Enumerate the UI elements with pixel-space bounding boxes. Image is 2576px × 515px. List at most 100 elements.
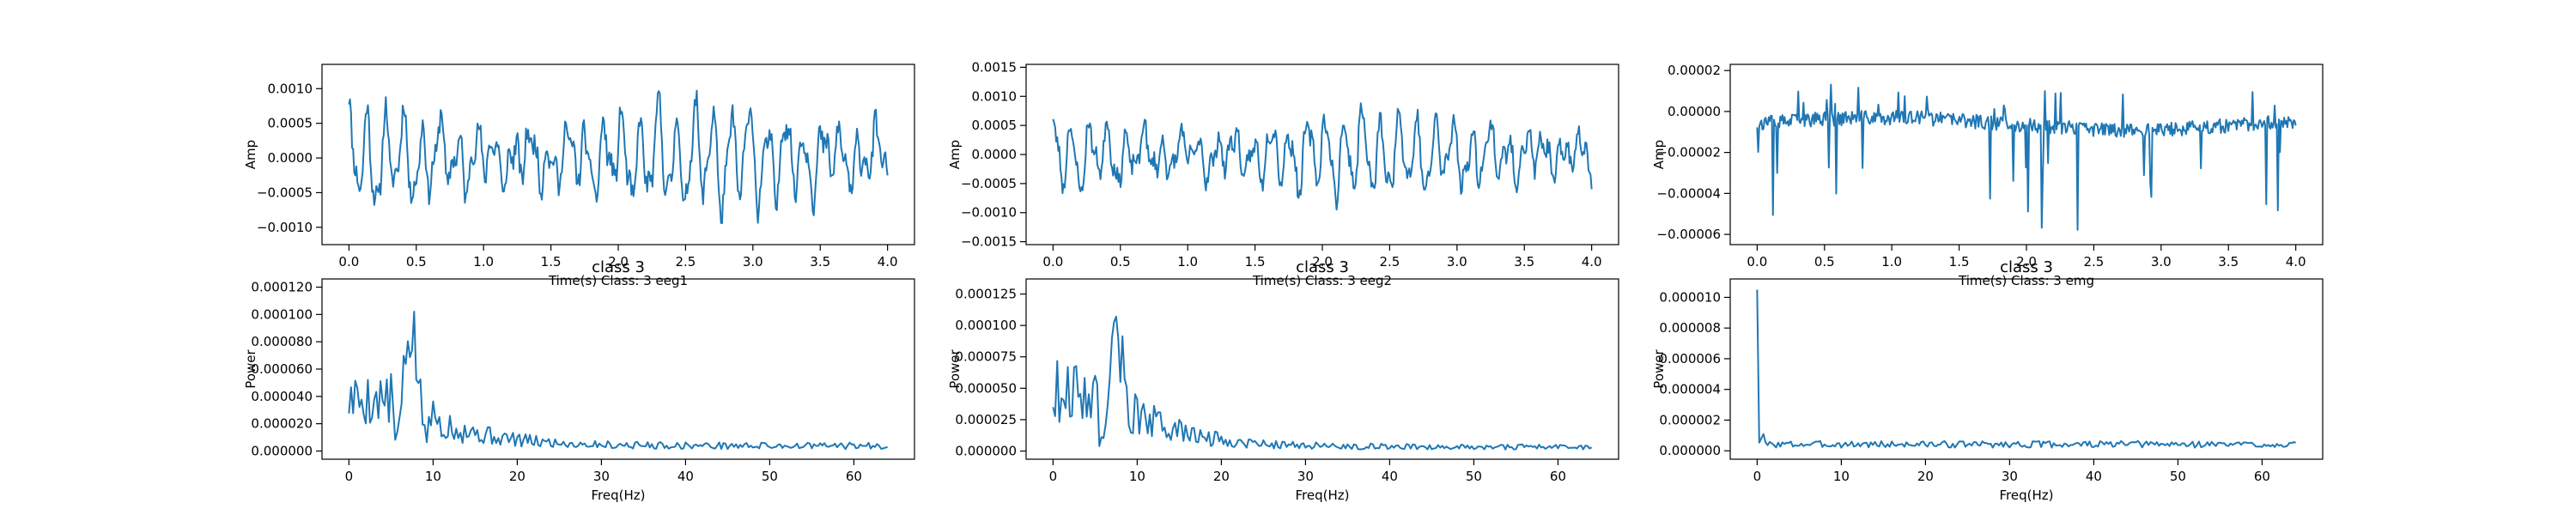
axes-frame xyxy=(1729,278,2324,460)
x-tick-label: 60 xyxy=(846,469,862,484)
series-line xyxy=(1052,102,1593,211)
y-tick-label: 0.0010 xyxy=(268,81,313,96)
x-tick-label: 40 xyxy=(2086,469,2102,484)
x-tick-label: 60 xyxy=(1550,469,1566,484)
y-axis-label: Power xyxy=(947,348,963,388)
x-axis-label: Freq(Hz) xyxy=(1296,488,1350,503)
y-tick-label: 0.0015 xyxy=(972,59,1018,75)
x-tick-label: 2.5 xyxy=(2083,254,2104,270)
y-tick-label: 0.0010 xyxy=(972,88,1018,104)
y-tick-label: −0.0005 xyxy=(257,185,313,200)
series-line xyxy=(348,89,889,224)
x-tick-label: 2.5 xyxy=(1379,254,1400,270)
series-line xyxy=(1756,83,2297,231)
y-axis-label: Power xyxy=(243,348,258,388)
y-tick-label: 0.000100 xyxy=(955,318,1017,333)
series-line xyxy=(1052,315,1593,451)
x-tick-label: 0.0 xyxy=(338,254,359,270)
y-tick-label: −0.0005 xyxy=(961,176,1017,191)
subplot-3: 0.0 0.5 1.0 1.5 2.0 2.5 3.0 3.5 4.0 −0.00006 −0.00… xyxy=(1651,63,2324,288)
y-tick-label: −0.0010 xyxy=(961,205,1017,221)
x-tick-label: 50 xyxy=(2170,469,2186,484)
y-tick-label: 0.000040 xyxy=(251,389,313,404)
x-tick-label: 30 xyxy=(2002,469,2018,484)
x-tick-label: 0.5 xyxy=(1814,254,1835,270)
x-tick-label: 60 xyxy=(2254,469,2270,484)
x-tick-label: 40 xyxy=(677,469,694,484)
x-tick-label: 1.5 xyxy=(1949,254,1970,270)
x-tick-label: 10 xyxy=(425,469,441,484)
x-tick-label: 3.5 xyxy=(2218,254,2239,270)
x-tick-label: 4.0 xyxy=(1582,254,1602,270)
y-tick-label: 0.000050 xyxy=(955,380,1017,396)
y-tick-label: 0.00000 xyxy=(1668,104,1721,119)
x-tick-label: 0.0 xyxy=(1747,254,1767,270)
y-tick-label: 0.0000 xyxy=(972,147,1018,162)
y-tick-label: −0.00004 xyxy=(1656,185,1721,201)
x-tick-label: 0.5 xyxy=(1110,254,1131,270)
y-tick-label: 0.000000 xyxy=(955,443,1017,458)
y-tick-label: 0.00002 xyxy=(1668,63,1721,78)
y-tick-label: 0.000004 xyxy=(1659,382,1721,397)
y-tick-label: 0.000020 xyxy=(251,416,313,432)
y-tick-label: 0.0005 xyxy=(268,116,313,131)
x-tick-label: 1.0 xyxy=(1177,254,1198,270)
x-tick-label: 0.0 xyxy=(1042,254,1063,270)
series-line xyxy=(1756,289,2296,449)
y-tick-label: −0.00006 xyxy=(1656,227,1721,242)
x-tick-label: 10 xyxy=(1833,469,1850,484)
x-tick-label: 3.0 xyxy=(743,254,763,270)
y-tick-label: 0.000025 xyxy=(955,412,1017,427)
subplot-5: 0 10 20 30 40 50 60 0.000000 0.000025 0.000050 0.0… xyxy=(947,258,1619,503)
x-tick-label: 1.5 xyxy=(1245,254,1266,270)
y-tick-label: 0.000010 xyxy=(1659,289,1721,305)
x-tick-label: 20 xyxy=(509,469,526,484)
x-tick-label: 30 xyxy=(1297,469,1314,484)
x-tick-label: 3.5 xyxy=(810,254,830,270)
x-tick-label: 20 xyxy=(1213,469,1230,484)
series-line xyxy=(348,311,888,451)
x-tick-label: 50 xyxy=(1466,469,1482,484)
y-tick-label: 0.000120 xyxy=(251,280,313,295)
y-axis-label: Amp xyxy=(947,140,963,169)
x-axis-label: Time(s) Class: 3 emg xyxy=(1958,273,2094,288)
x-tick-label: 3.0 xyxy=(1447,254,1467,270)
subplot-4: 0 10 20 30 40 50 60 0.000000 0.000020 0.000040 0.0… xyxy=(243,258,915,503)
y-tick-label: 0.000060 xyxy=(251,361,313,377)
y-tick-label: 0.0005 xyxy=(972,118,1018,133)
x-tick-label: 1.0 xyxy=(473,254,494,270)
x-tick-label: 40 xyxy=(1382,469,1398,484)
y-tick-label: 0.000100 xyxy=(251,306,313,322)
x-tick-label: 10 xyxy=(1129,469,1145,484)
subplot-1: 0.0 0.5 1.0 1.5 2.0 2.5 3.0 3.5 4.0 −0.0010 −0.000… xyxy=(243,64,915,288)
x-tick-label: 0 xyxy=(1049,469,1058,484)
subplot-6: 0 10 20 30 40 50 60 0.000000 0.000002 0.000004 0.0… xyxy=(1651,258,2324,503)
y-tick-label: 0.0000 xyxy=(268,150,313,166)
y-tick-label: 0.000006 xyxy=(1659,351,1721,367)
x-tick-label: 4.0 xyxy=(878,254,898,270)
x-tick-label: 50 xyxy=(762,469,778,484)
x-tick-label: 0 xyxy=(1753,469,1762,484)
x-tick-label: 1.0 xyxy=(1881,254,1902,270)
y-tick-label: 0.000075 xyxy=(955,349,1017,365)
y-tick-label: 0.000125 xyxy=(955,287,1017,302)
y-tick-label: 0.000080 xyxy=(251,334,313,349)
subplot-title: class 3 xyxy=(2000,258,2053,276)
x-tick-label: 4.0 xyxy=(2286,254,2306,270)
x-tick-label: 2.0 xyxy=(1312,254,1333,270)
x-tick-label: 2.0 xyxy=(608,254,629,270)
y-tick-label: −0.0010 xyxy=(257,220,313,235)
x-tick-label: 20 xyxy=(1917,469,1934,484)
x-tick-label: 0 xyxy=(345,469,354,484)
x-tick-label: 3.5 xyxy=(1514,254,1534,270)
x-axis-label: Time(s) Class: 3 eeg1 xyxy=(548,273,688,288)
x-tick-label: 3.0 xyxy=(2151,254,2172,270)
subplot-grid: 0.0 0.5 1.0 1.5 2.0 2.5 3.0 3.5 4.0 −0.0010 −0.000… xyxy=(243,59,2324,503)
y-tick-label: 0.000000 xyxy=(1659,443,1721,458)
x-tick-label: 2.5 xyxy=(675,254,696,270)
y-tick-label: 0.000002 xyxy=(1659,412,1721,427)
subplot-title: class 3 xyxy=(1296,258,1349,276)
x-tick-label: 1.5 xyxy=(541,254,562,270)
